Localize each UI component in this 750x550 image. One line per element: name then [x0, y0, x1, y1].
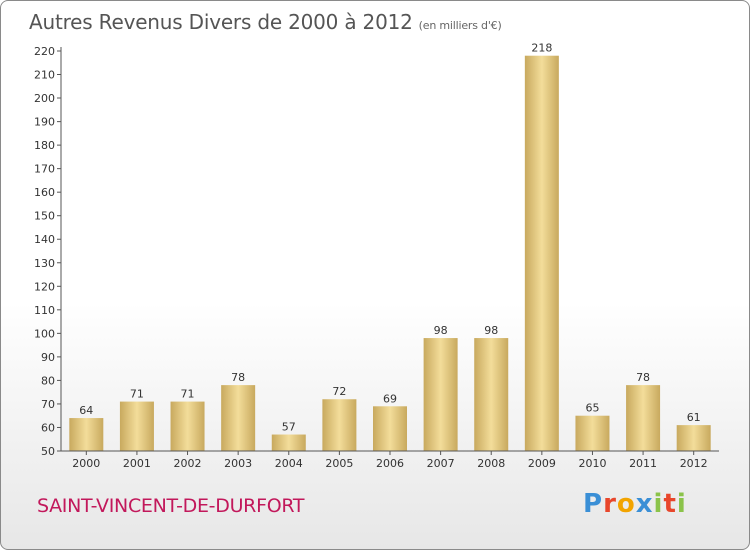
x-tick-label-2004: 2004 [275, 457, 303, 470]
x-tick-label-2012: 2012 [680, 457, 708, 470]
x-tick-label-2011: 2011 [629, 457, 657, 470]
bar-2003 [221, 385, 256, 451]
logo-letter: i [676, 489, 687, 519]
y-tick-label: 200 [34, 92, 55, 105]
logo-letter: x [635, 489, 654, 519]
y-tick-label: 180 [34, 139, 55, 152]
bars: 64 71 71 78 57 72 69 98 98 218 65 78 61 [69, 42, 711, 452]
bar-2011 [626, 385, 661, 451]
bar-value-label-2011: 78 [636, 371, 650, 384]
bar-2002 [170, 401, 205, 451]
logo-letter: r [603, 489, 617, 519]
x-tick-label-2000: 2000 [72, 457, 100, 470]
bar-2012 [676, 425, 711, 451]
proxiti-logo[interactable]: Proxiti [583, 489, 687, 519]
bar-value-label-2012: 61 [687, 411, 701, 424]
bar-2000 [69, 418, 104, 451]
chart-title: Autres Revenus Divers de 2000 à 2012 (en … [29, 10, 502, 34]
x-tick-label-2006: 2006 [376, 457, 404, 470]
bar-2005 [322, 399, 357, 451]
y-tick-label: 120 [34, 280, 55, 293]
bar-2007 [423, 338, 458, 451]
chart-subtitle: (en milliers d'€) [418, 19, 502, 32]
bar-value-label-2006: 69 [383, 392, 397, 405]
y-tick-label: 220 [34, 45, 55, 58]
bar-2004 [271, 434, 306, 451]
y-tick-label: 80 [41, 374, 55, 387]
x-axis: 2000 2001 2002 2003 2004 2005 2006 2007 2008 2009… [61, 450, 719, 470]
y-tick-label: 50 [41, 445, 55, 458]
bar-2010 [575, 415, 610, 451]
y-tick-label: 170 [34, 163, 55, 176]
chart-title-text: Autres Revenus Divers de 2000 à 2012 [29, 10, 413, 34]
logo-letter: i [653, 489, 664, 519]
x-tick-label-2010: 2010 [578, 457, 606, 470]
x-tick-label-2002: 2002 [174, 457, 202, 470]
x-tick-label-2003: 2003 [224, 457, 252, 470]
y-tick-label: 130 [34, 257, 55, 270]
y-tick-label: 190 [34, 116, 55, 129]
x-tick-label-2005: 2005 [325, 457, 353, 470]
logo-letter: P [583, 489, 604, 519]
bar-value-label-2000: 64 [79, 404, 93, 417]
y-tick-label: 90 [41, 351, 55, 364]
x-tick-label-2009: 2009 [528, 457, 556, 470]
y-tick-label: 100 [34, 327, 55, 340]
x-tick-label-2001: 2001 [123, 457, 151, 470]
commune-name: SAINT-VINCENT-DE-DURFORT [37, 495, 305, 517]
bar-2009 [524, 55, 559, 452]
y-tick-label: 160 [34, 186, 55, 199]
logo-letter: t [663, 489, 677, 519]
bar-value-label-2002: 71 [181, 388, 195, 401]
bar-value-label-2004: 57 [282, 421, 296, 434]
y-tick-label: 210 [34, 69, 55, 82]
bar-2008 [474, 338, 509, 451]
logo-letter: o [616, 489, 636, 519]
bar-2006 [373, 406, 407, 451]
y-axis: 50 60 70 80 90 100 110 120 130 140 150 160 170 180 190… [34, 45, 62, 458]
y-tick-label: 150 [34, 210, 55, 223]
bar-value-label-2005: 72 [332, 385, 346, 398]
bar-value-label-2007: 98 [434, 324, 448, 337]
y-tick-label: 70 [41, 398, 55, 411]
bar-value-label-2008: 98 [484, 324, 498, 337]
bar-value-label-2001: 71 [130, 388, 144, 401]
x-tick-label-2007: 2007 [427, 457, 455, 470]
bar-2001 [119, 401, 154, 451]
x-tick-label-2008: 2008 [477, 457, 505, 470]
bar-value-label-2003: 78 [231, 371, 245, 384]
y-tick-label: 110 [34, 304, 55, 317]
bar-value-label-2009: 218 [531, 42, 552, 55]
y-tick-label: 140 [34, 233, 55, 246]
bar-value-label-2010: 65 [585, 402, 599, 415]
y-tick-label: 60 [41, 421, 55, 434]
